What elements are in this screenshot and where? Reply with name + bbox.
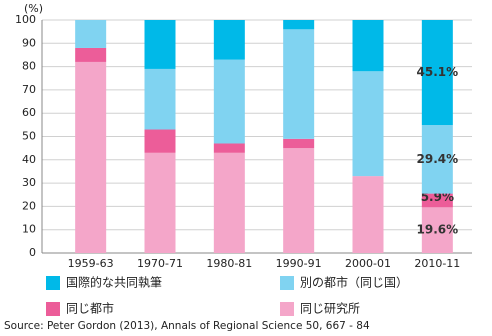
bar-segment bbox=[421, 193, 453, 208]
y-tick-label: 20 bbox=[22, 199, 36, 212]
y-tick-label: 100 bbox=[15, 13, 36, 26]
bar-segment bbox=[283, 138, 315, 149]
legend-label: 同じ都市 bbox=[66, 301, 114, 316]
bar-segment bbox=[144, 129, 176, 153]
bar-segment bbox=[283, 29, 315, 139]
y-tick-label: 30 bbox=[22, 176, 36, 189]
bar-segment bbox=[213, 20, 245, 60]
legend-swatch bbox=[46, 276, 60, 290]
y-tick-label: 60 bbox=[22, 106, 36, 119]
value-label: 19.6% bbox=[417, 223, 459, 237]
y-tick-label: 50 bbox=[22, 130, 36, 143]
source: Source: Peter Gordon (2013), Annals of R… bbox=[4, 320, 370, 332]
bar-segment bbox=[283, 20, 315, 30]
x-tick-label: 2000-01 bbox=[345, 257, 391, 270]
bar-segment bbox=[144, 152, 176, 253]
bar-segment bbox=[144, 68, 176, 130]
legend-label: 国際的な共同執筆 bbox=[66, 275, 162, 290]
legend-swatch bbox=[280, 302, 294, 316]
value-label: 29.4% bbox=[417, 152, 459, 166]
legend-swatch bbox=[46, 302, 60, 316]
y-tick-label: 10 bbox=[22, 223, 36, 236]
y-tick-label: 90 bbox=[22, 36, 36, 49]
bar-segment bbox=[213, 143, 245, 153]
legend-label: 別の都市（同じ国） bbox=[300, 275, 408, 290]
bar-segment bbox=[421, 20, 453, 126]
bar-segment bbox=[283, 148, 315, 253]
bar-segment bbox=[352, 20, 384, 72]
x-tick-label: 2010-11 bbox=[414, 257, 460, 270]
bar-segment bbox=[352, 176, 384, 253]
value-label: 45.1% bbox=[417, 65, 459, 79]
bar-segment bbox=[144, 20, 176, 69]
y-tick-label: 80 bbox=[22, 60, 36, 73]
x-tick-label: 1990-91 bbox=[276, 257, 322, 270]
x-tick-label: 1970-71 bbox=[137, 257, 183, 270]
legend-label: 同じ研究所 bbox=[300, 301, 360, 316]
bar-segment bbox=[352, 71, 384, 177]
y-tick-label: 40 bbox=[22, 153, 36, 166]
bar-segment bbox=[421, 125, 453, 194]
bar-segment bbox=[213, 59, 245, 144]
bar-segment bbox=[75, 20, 107, 48]
legend-swatch bbox=[280, 276, 294, 290]
bar-segment bbox=[213, 152, 245, 253]
x-tick-label: 1959-63 bbox=[68, 257, 114, 270]
bar-segment bbox=[75, 61, 107, 253]
y-axis-label: (%) bbox=[24, 2, 43, 15]
y-tick-label: 0 bbox=[29, 246, 36, 259]
bar-segment bbox=[421, 207, 453, 253]
bar-segment bbox=[75, 47, 107, 62]
x-tick-label: 1980-81 bbox=[206, 257, 252, 270]
y-tick-label: 70 bbox=[22, 83, 36, 96]
